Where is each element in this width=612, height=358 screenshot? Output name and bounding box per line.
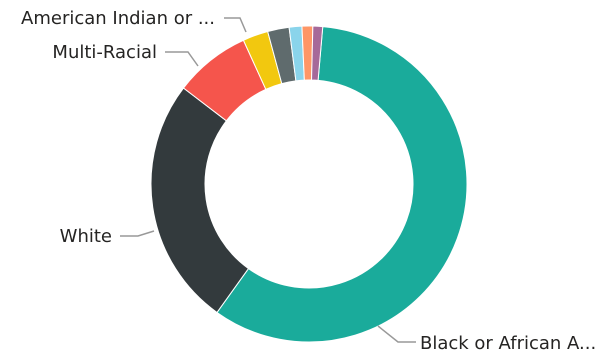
donut-slice-6[interactable] [301,25,314,81]
slices-layer [150,25,468,343]
donut-slice-1[interactable] [150,87,250,314]
donut-slice-7[interactable] [311,25,324,81]
leader-line-multi-racial [165,51,199,67]
slice-label-american-indian[interactable]: American Indian or ... [21,8,215,29]
leader-line-american-indian [224,17,247,33]
leader-line-black [377,325,416,343]
labels-layer: Black or African A... White Multi-Racial… [21,8,596,354]
slice-label-multi-racial[interactable]: Multi-Racial [52,42,157,63]
slice-label-black[interactable]: Black or African A... [420,333,596,354]
leader-line-white [120,230,155,237]
donut-slice-0[interactable] [216,26,468,343]
slice-label-white[interactable]: White [60,226,112,247]
